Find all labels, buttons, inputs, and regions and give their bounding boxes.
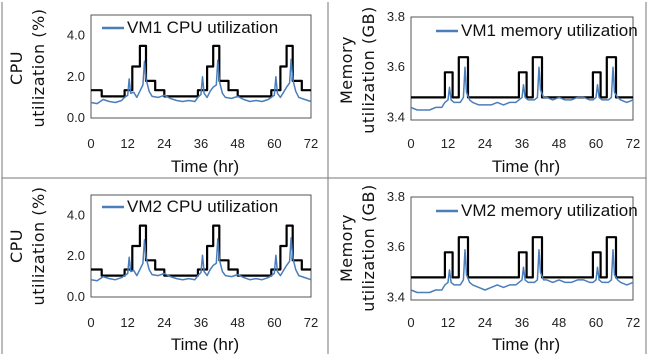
plot-area (410, 16, 634, 121)
x-tick-label: 12 (120, 315, 134, 330)
x-tick-label: 48 (552, 315, 566, 330)
y-tick-label: 3.6 (387, 59, 405, 74)
x-tick-label: 12 (441, 315, 455, 330)
legend: VM1 CPU utilization (102, 18, 278, 37)
x-tick-label: 72 (304, 315, 318, 330)
x-tick-label: 36 (194, 136, 208, 151)
x-axis-label: Time (hr) (492, 157, 560, 176)
y-tick-label: 0.0 (67, 289, 85, 304)
legend-label: VM1 CPU utilization (127, 18, 278, 37)
x-tick-label: 24 (157, 136, 171, 151)
legend: VM2 CPU utilization (102, 197, 278, 216)
x-tick-label: 36 (515, 136, 529, 151)
chart-panel-4: 3.4 3.6 3.8 0 12 24 36 48 60 72 Time (hr) Memory uti… (337, 184, 640, 354)
x-tick-label: 48 (552, 136, 566, 151)
measured-series-line (410, 66, 634, 111)
y-axis-label: CPU (7, 229, 26, 263)
legend-label: VM2 memory utilization (461, 201, 638, 220)
y-tick-label: 3.8 (387, 189, 405, 204)
y-tick-label: 3.8 (387, 9, 405, 24)
x-tick-label: 48 (230, 136, 244, 151)
y-tick-label: 2.0 (67, 69, 85, 84)
x-tick-label: 24 (157, 315, 171, 330)
step-series-line (91, 224, 311, 277)
legend: VM2 memory utilization (436, 201, 638, 220)
plot-area (410, 196, 634, 301)
x-axis-label: Time (hr) (171, 157, 239, 176)
plot-area (90, 14, 312, 119)
x-tick-label: 60 (267, 136, 281, 151)
x-tick-label: 0 (87, 315, 94, 330)
x-tick-label: 36 (194, 315, 208, 330)
measured-series-line (90, 58, 312, 105)
x-tick-label: 48 (230, 315, 244, 330)
step-series-line (91, 44, 311, 98)
x-axis-label: Time (hr) (492, 335, 560, 354)
legend: VM1 memory utilization (436, 21, 638, 40)
x-tick-label: 72 (626, 136, 640, 151)
y-axis-label: utilization (%) (29, 9, 48, 128)
y-axis-label: utilization (GB) (359, 184, 378, 312)
y-tick-label: 3.6 (387, 239, 405, 254)
y-axis-label: CPU (7, 51, 26, 85)
y-tick-label: 4.0 (67, 207, 85, 222)
x-tick-label: 72 (626, 315, 640, 330)
legend-label: VM1 memory utilization (461, 21, 638, 40)
measured-series-line (410, 249, 634, 294)
y-tick-label: 3.4 (387, 289, 405, 304)
x-tick-label: 60 (267, 315, 281, 330)
x-tick-label: 12 (441, 136, 455, 151)
step-series-line (411, 236, 633, 279)
y-axis-label: utilization (GB) (359, 6, 378, 134)
y-tick-label: 3.4 (387, 109, 405, 124)
chart-panel-3: 0.0 2.0 4.0 0 12 24 36 48 60 72 Time (hr) CPU utiliz… (7, 187, 318, 354)
y-tick-label: 0.0 (67, 110, 85, 125)
x-tick-label: 36 (515, 315, 529, 330)
x-tick-label: 0 (407, 315, 414, 330)
x-tick-label: 24 (478, 315, 492, 330)
y-axis-label: utilization (%) (29, 187, 48, 306)
chart-panel-1: 0.0 2.0 4.0 0 12 24 36 48 60 72 Time (hr) CPU utiliz… (7, 9, 318, 176)
x-tick-label: 72 (304, 136, 318, 151)
y-tick-label: 4.0 (67, 28, 85, 43)
plot-area (90, 194, 312, 298)
chart-panel-2: 3.4 3.6 3.8 0 12 24 36 48 60 72 Time (hr) Memory uti… (337, 6, 640, 176)
x-tick-label: 0 (87, 136, 94, 151)
x-tick-label: 0 (407, 136, 414, 151)
step-series-line (411, 56, 633, 99)
y-axis-label: Memory (337, 214, 356, 282)
legend-label: VM2 CPU utilization (127, 197, 278, 216)
measured-series-line (90, 237, 312, 282)
y-axis-label: Memory (337, 36, 356, 104)
x-tick-label: 12 (120, 136, 134, 151)
x-tick-label: 24 (478, 136, 492, 151)
x-axis-label: Time (hr) (171, 335, 239, 354)
y-tick-label: 2.0 (67, 248, 85, 263)
x-tick-label: 60 (589, 315, 603, 330)
x-tick-label: 60 (589, 136, 603, 151)
